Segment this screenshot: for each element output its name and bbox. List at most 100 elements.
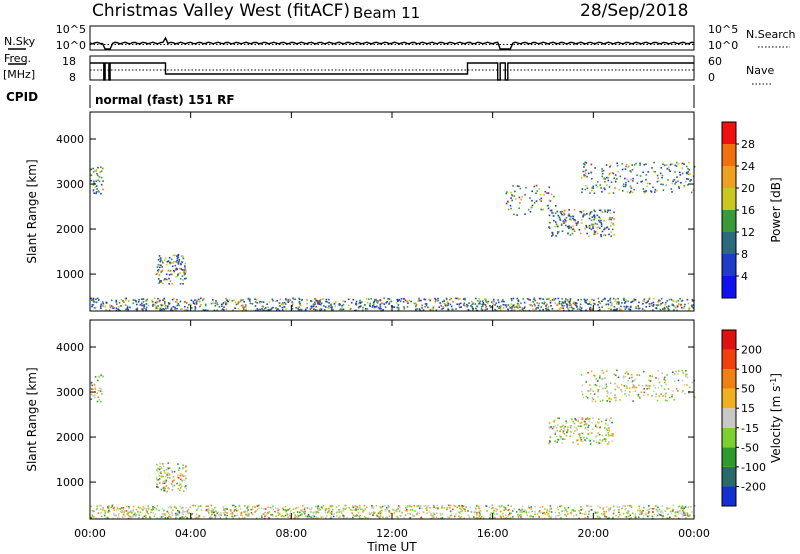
scatter-point <box>122 510 124 513</box>
scatter-point <box>95 185 98 187</box>
scatter-point <box>681 391 683 393</box>
scatter-point <box>589 308 591 311</box>
scatter-point <box>597 395 599 398</box>
scatter-point <box>662 395 664 397</box>
scatter-point <box>656 180 659 183</box>
scatter-point <box>478 298 480 300</box>
scatter-point <box>421 307 423 309</box>
scatter-point <box>352 506 355 509</box>
scatter-point <box>168 472 170 475</box>
scatter-point <box>581 440 584 443</box>
scatter-point <box>180 268 182 270</box>
scatter-point <box>224 514 226 516</box>
scatter-point <box>220 514 222 516</box>
scatter-point <box>151 301 154 303</box>
scatter-point <box>626 512 629 515</box>
scatter-point <box>376 515 379 517</box>
scatter-point <box>585 418 587 420</box>
scatter-point <box>585 169 587 171</box>
scatter-point <box>659 308 662 311</box>
scatter-point <box>650 304 653 306</box>
scatter-point <box>326 306 329 309</box>
scatter-point <box>463 304 466 307</box>
scatter-point <box>492 507 494 509</box>
scatter-point <box>601 369 603 372</box>
scatter-point <box>648 387 650 390</box>
scatter-point <box>243 517 246 520</box>
scatter-point <box>582 396 585 399</box>
scatter-point <box>153 515 156 517</box>
scatter-point <box>525 186 527 189</box>
scatter-point <box>230 515 233 518</box>
freq-tick-bottom: 8 <box>69 71 76 84</box>
scatter-point <box>553 297 555 300</box>
scatter-point <box>93 384 96 387</box>
scatter-point <box>384 508 386 511</box>
scatter-point <box>341 306 343 308</box>
scatter-point <box>686 172 688 175</box>
scatter-point <box>540 200 543 202</box>
scatter-point <box>584 516 586 519</box>
scatter-point <box>603 187 606 189</box>
scatter-point <box>342 515 345 517</box>
colorbar-swatch <box>722 166 736 188</box>
scatter-point <box>681 369 684 372</box>
scatter-point <box>331 306 333 308</box>
scatter-point <box>310 307 313 309</box>
scatter-point <box>618 307 621 310</box>
scatter-point <box>634 299 637 301</box>
scatter-point <box>167 305 169 307</box>
scatter-point <box>671 394 673 396</box>
scatter-point <box>145 509 148 511</box>
scatter-point <box>602 508 604 510</box>
scatter-point <box>534 505 536 508</box>
scatter-point <box>392 306 394 308</box>
scatter-point <box>98 299 100 301</box>
scatter-point <box>566 306 568 308</box>
scatter-point <box>298 506 300 509</box>
scatter-point <box>681 307 683 309</box>
scatter-point <box>433 506 435 508</box>
scatter-point <box>310 300 313 302</box>
scatter-point <box>643 163 646 166</box>
scatter-point <box>676 309 678 312</box>
scatter-point <box>314 303 316 305</box>
scatter-point <box>690 179 692 181</box>
scatter-point <box>593 192 596 194</box>
scatter-point <box>323 308 326 311</box>
scatter-point <box>499 515 502 517</box>
scatter-point <box>479 513 481 515</box>
scatter-point <box>99 305 102 308</box>
scatter-point <box>189 303 192 306</box>
scatter-point <box>202 309 205 311</box>
scatter-point <box>515 511 518 513</box>
scatter-point <box>147 508 150 510</box>
scatter-point <box>670 298 673 301</box>
scatter-point <box>394 510 397 512</box>
scatter-point <box>185 470 188 472</box>
scatter-point <box>597 297 600 300</box>
scatter-point <box>681 379 684 382</box>
scatter-point <box>687 171 689 173</box>
scatter-point <box>397 507 399 509</box>
scatter-point <box>654 505 657 507</box>
scatter-point <box>640 181 642 183</box>
scatter-point <box>632 400 634 402</box>
scatter-point <box>664 399 667 402</box>
scatter-point <box>604 181 606 183</box>
scatter-point <box>264 512 266 514</box>
scatter-point <box>667 308 669 310</box>
scatter-point <box>406 510 408 512</box>
scatter-point <box>581 393 584 396</box>
scatter-point <box>301 513 303 515</box>
scatter-point <box>500 305 502 307</box>
scatter-point <box>93 180 95 183</box>
scatter-point <box>674 171 676 173</box>
scatter-point <box>264 515 266 518</box>
scatter-point <box>443 302 446 305</box>
scatter-point <box>653 390 655 393</box>
scatter-point <box>104 510 107 513</box>
scatter-point <box>609 164 612 167</box>
y-tick-label: 4000 <box>56 341 84 354</box>
scatter-point <box>648 515 651 517</box>
